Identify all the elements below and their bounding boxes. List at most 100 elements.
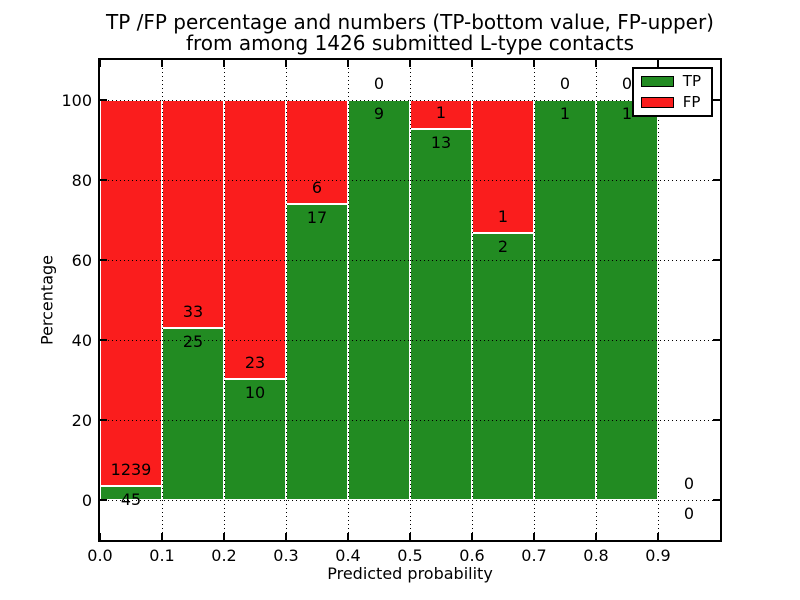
x-tick-mark: [223, 533, 225, 540]
x-tick-label: 0.4: [335, 546, 361, 565]
x-gridline: [224, 60, 225, 540]
y-tick-label: 0: [81, 491, 92, 510]
bars-layer: [100, 60, 720, 540]
x-tick-mark: [347, 60, 349, 67]
fp-bar-segment: [472, 100, 534, 234]
x-tick-label: 0.1: [149, 546, 175, 565]
x-gridline: [534, 60, 535, 540]
x-tick-mark: [161, 533, 163, 540]
y-tick-mark: [100, 179, 107, 181]
x-gridline: [472, 60, 473, 540]
tp-bar-segment: [410, 128, 472, 500]
fp-count-label: 6: [311, 178, 323, 198]
x-tick-mark: [595, 533, 597, 540]
x-tick-mark: [99, 533, 101, 540]
x-gridline: [162, 60, 163, 540]
tp-legend-swatch: [640, 76, 674, 87]
grid-layer: [100, 60, 720, 540]
y-tick-mark: [713, 259, 720, 261]
fp-count-label: 33: [182, 301, 204, 321]
x-tick-mark: [285, 60, 287, 67]
chart-title-line1: TP /FP percentage and numbers (TP-bottom…: [106, 10, 714, 34]
fp-legend-label: FP: [682, 93, 701, 111]
x-gridline: [348, 60, 349, 540]
tp-count-label: 9: [373, 104, 385, 123]
tp-count-label: 1: [559, 104, 571, 123]
chart-title-line2: from among 1426 submitted L-type contact…: [185, 31, 635, 55]
x-gridline: [658, 60, 659, 540]
fp-count-label: 23: [244, 352, 266, 372]
tp-bar-segment: [348, 100, 410, 500]
tp-count-label: 10: [244, 382, 266, 402]
annotations-layer: 1239 45 33 25 23 10 6 17 0 9 1 13 1 2 0 1 0 1 0 0: [100, 60, 720, 540]
tp-count-label: 2: [497, 237, 509, 257]
y-tick-label: 20: [71, 411, 92, 430]
x-tick-label: 0.5: [397, 546, 423, 565]
chart-title: TP /FP percentage and numbers (TP-bottom…: [60, 12, 760, 54]
y-tick-label: 40: [71, 331, 92, 350]
tp-count-label: 45: [120, 489, 142, 509]
fp-bar-segment: [100, 100, 162, 486]
tp-count-label: 17: [306, 208, 328, 228]
y-tick-mark: [713, 99, 720, 101]
fp-count-label: 0: [373, 74, 385, 93]
x-gridline: [286, 60, 287, 540]
fp-count-label: 0: [621, 74, 633, 93]
x-tick-mark: [533, 60, 535, 67]
x-tick-mark: [285, 533, 287, 540]
x-tick-label: 0.3: [273, 546, 299, 565]
y-tick-mark: [713, 339, 720, 341]
x-tick-mark: [471, 533, 473, 540]
fp-count-label: 1239: [110, 459, 152, 479]
tp-bar-segment: [162, 327, 224, 500]
y-tick-mark: [100, 339, 107, 341]
fp-count-label: 0: [683, 474, 695, 493]
tp-bar-segment: [596, 100, 658, 500]
fp-bar-segment: [224, 100, 286, 379]
y-tick-mark: [713, 179, 720, 181]
fp-bar-segment: [286, 100, 348, 205]
legend-item-tp: TP: [640, 72, 701, 90]
x-tick-label: 0.6: [459, 546, 485, 565]
y-tick-mark: [713, 499, 720, 501]
fp-count-label: 1: [497, 207, 509, 227]
tp-legend-label: TP: [682, 72, 701, 90]
tp-bar-segment: [100, 485, 162, 500]
x-tick-mark: [657, 533, 659, 540]
y-tick-label: 80: [71, 171, 92, 190]
x-tick-mark: [161, 60, 163, 67]
y-tick-mark: [100, 99, 107, 101]
x-tick-mark: [223, 60, 225, 67]
x-tick-mark: [347, 533, 349, 540]
x-tick-mark: [595, 60, 597, 67]
legend-item-fp: FP: [640, 93, 701, 111]
ticks-layer: [99, 60, 720, 540]
x-gridline: [596, 60, 597, 540]
x-tick-mark: [533, 533, 535, 540]
plot-area: 1239 45 33 25 23 10 6 17 0 9 1 13 1 2 0 1 0 1 0 0 TP FP: [99, 60, 720, 540]
y-tick-label: 60: [71, 251, 92, 270]
x-tick-mark: [471, 60, 473, 67]
x-gridline: [410, 60, 411, 540]
x-tick-label: 0.8: [583, 546, 609, 565]
x-axis-label: Predicted probability: [327, 564, 493, 583]
fp-legend-swatch: [640, 97, 674, 108]
x-tick-label: 0.2: [211, 546, 237, 565]
y-tick-mark: [100, 499, 107, 501]
x-tick-label: 0.7: [521, 546, 547, 565]
tp-bar-segment: [472, 233, 534, 500]
tp-count-label: 13: [430, 132, 452, 152]
tp-bar-segment: [534, 100, 596, 500]
x-tick-mark: [657, 60, 659, 67]
fp-bar-segment: [162, 100, 224, 328]
x-tick-label: 0.0: [87, 546, 113, 565]
fp-count-label: 0: [559, 74, 571, 93]
y-tick-mark: [100, 419, 107, 421]
tp-count-label: 1: [621, 104, 633, 123]
x-tick-mark: [99, 60, 101, 67]
tp-count-label: 0: [683, 504, 695, 523]
y-tick-mark: [713, 419, 720, 421]
tp-count-label: 25: [182, 331, 204, 351]
fp-count-label: 1: [435, 102, 447, 122]
